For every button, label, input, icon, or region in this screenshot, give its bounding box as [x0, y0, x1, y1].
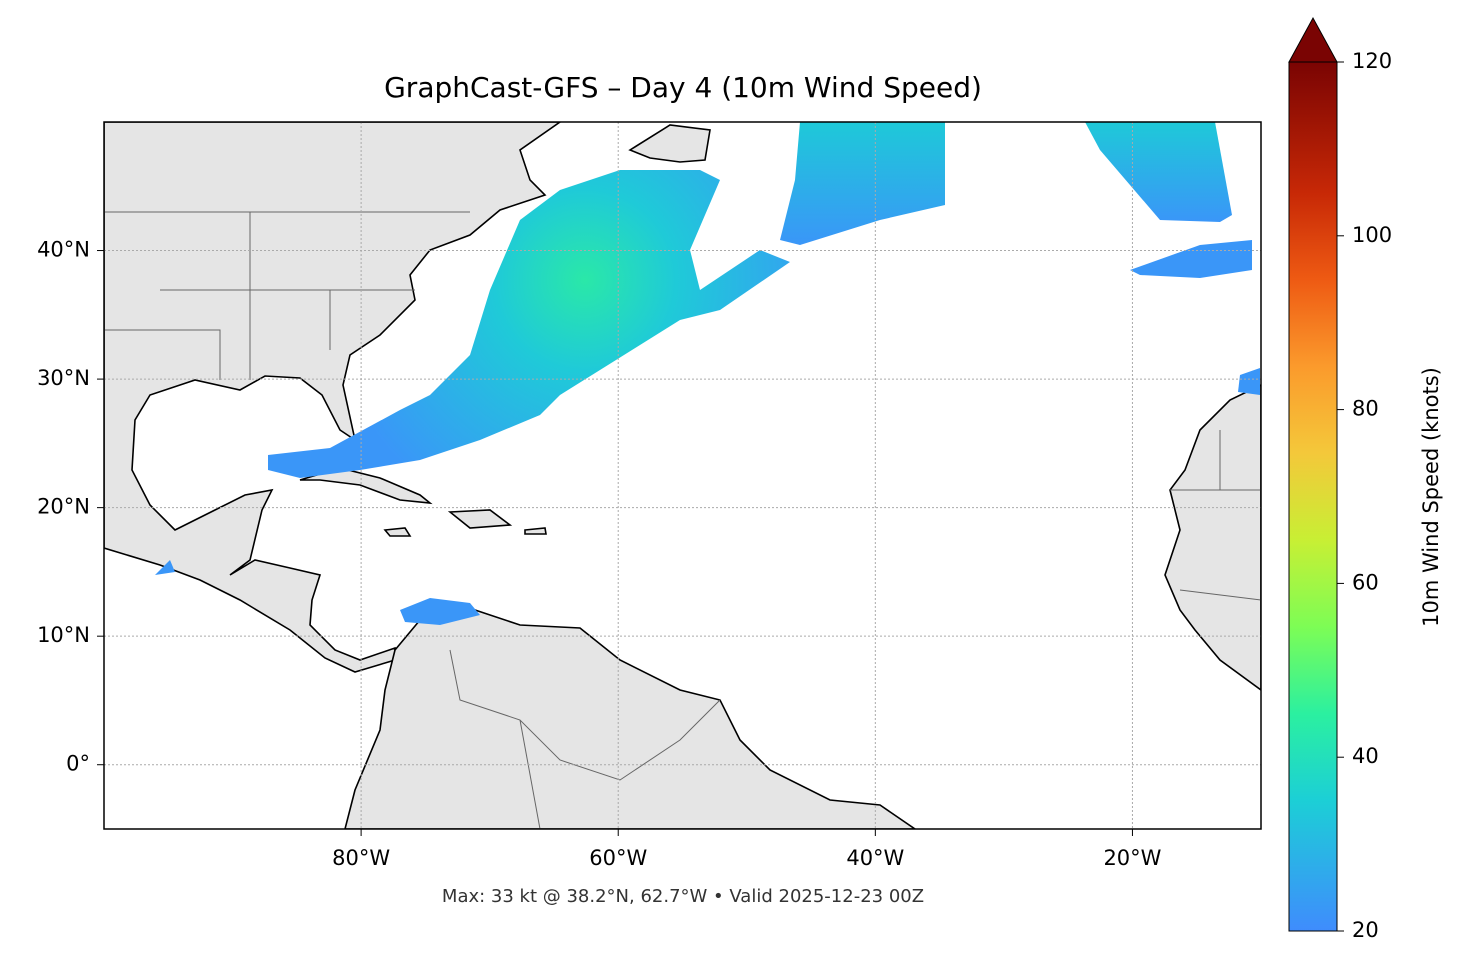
map-frame — [103, 121, 1262, 830]
colorbar-tick-label: 80 — [1352, 397, 1379, 421]
y-tick-label: 20°N — [37, 495, 90, 519]
footnote: Max: 33 kt @ 38.2°N, 62.7°W • Valid 2025… — [442, 886, 924, 907]
colorbar-tick-label: 100 — [1352, 223, 1392, 247]
y-tick-label: 40°N — [37, 238, 90, 262]
x-tick-label: 20°W — [1103, 846, 1161, 870]
x-tick-label: 80°W — [332, 846, 390, 870]
colorbar-label: 10m Wind Speed (knots) — [1419, 367, 1443, 627]
y-tick-label: 0° — [66, 752, 90, 776]
x-tick-label: 40°W — [846, 846, 904, 870]
land — [104, 122, 1261, 829]
colorbar-extension — [1288, 16, 1338, 63]
map — [104, 122, 1261, 829]
y-tick-label: 10°N — [37, 623, 90, 647]
colorbar-tick-label: 40 — [1352, 744, 1379, 768]
colorbar-tick-label: 120 — [1352, 49, 1392, 73]
colorbar — [1288, 61, 1338, 932]
wind-field — [155, 122, 1260, 625]
chart-title: GraphCast-GFS – Day 4 (10m Wind Speed) — [384, 71, 982, 104]
grid — [104, 122, 1261, 829]
y-tick-label: 30°N — [37, 366, 90, 390]
borders — [104, 211, 1261, 829]
x-tick-label: 60°W — [589, 846, 647, 870]
colorbar-tick-label: 60 — [1352, 570, 1379, 594]
colorbar-tick-label: 20 — [1352, 918, 1379, 942]
